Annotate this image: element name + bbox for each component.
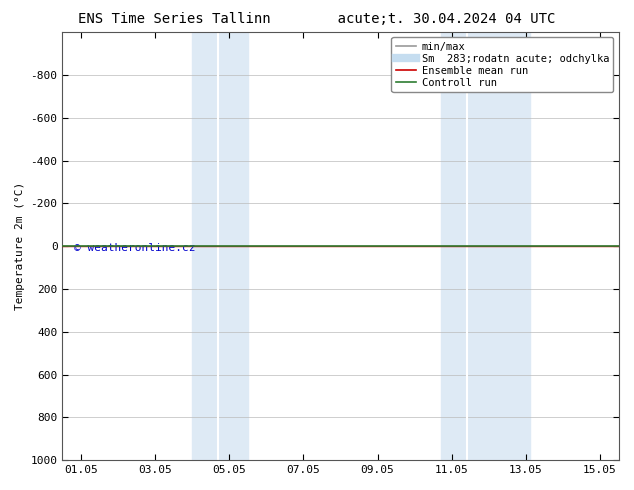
Bar: [192, 32, 248, 460]
Text: ENS Time Series Tallinn        acute;t. 30.04.2024 04 UTC: ENS Time Series Tallinn acute;t. 30.04.2…: [79, 12, 555, 26]
Legend: min/max, Sm  283;rodatn acute; odchylka, Ensemble mean run, Controll run: min/max, Sm 283;rodatn acute; odchylka, …: [391, 37, 613, 92]
Text: © weatheronline.cz: © weatheronline.cz: [74, 243, 195, 253]
Y-axis label: Temperature 2m (°C): Temperature 2m (°C): [15, 182, 25, 310]
Bar: [441, 32, 529, 460]
